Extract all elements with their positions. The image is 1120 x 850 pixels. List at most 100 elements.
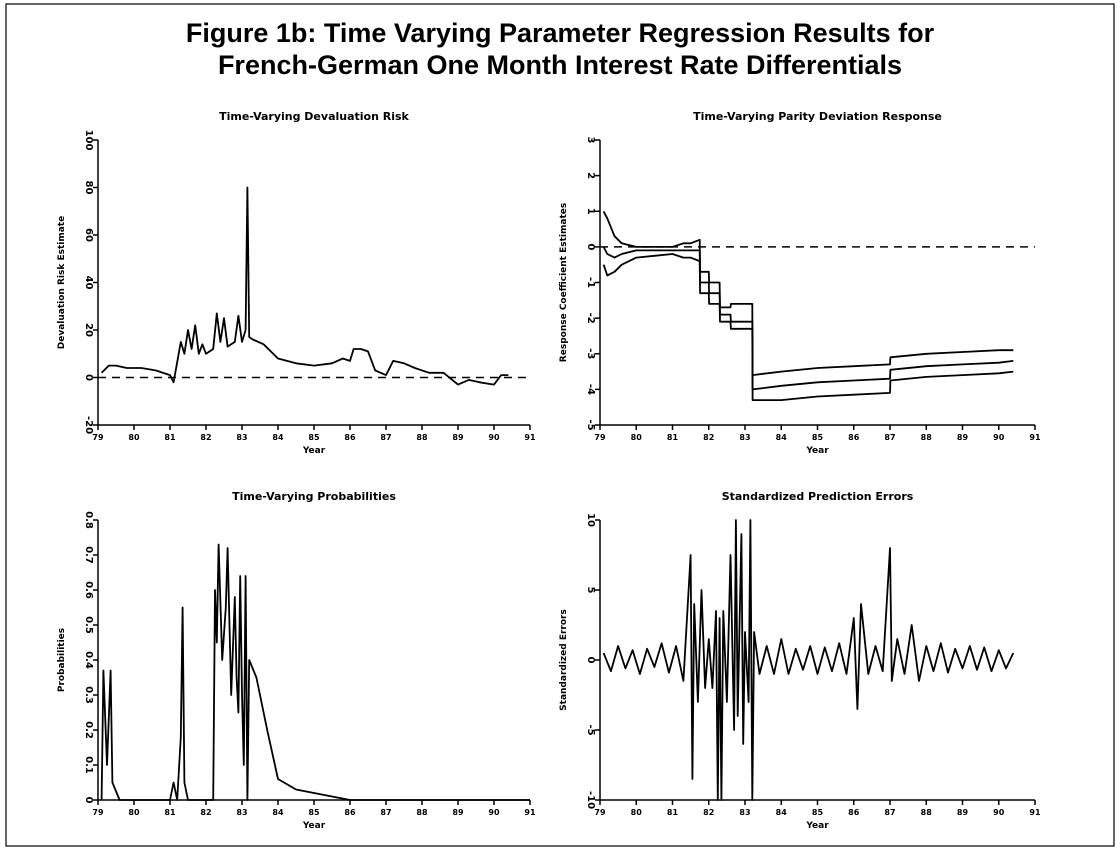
- x-tick-label: 90: [993, 433, 1005, 442]
- x-tick-label: 86: [344, 808, 356, 817]
- y-tick-label: 0: [83, 374, 94, 381]
- x-tick-label: 79: [594, 808, 606, 817]
- x-tick-label: 80: [128, 433, 140, 442]
- y-tick-label: -20: [83, 416, 94, 434]
- x-tick-label: 89: [957, 808, 969, 817]
- x-tick-label: 79: [92, 808, 104, 817]
- x-tick-label: 91: [524, 808, 536, 817]
- y-tick-label: 80: [83, 181, 94, 195]
- x-tick-label: 81: [667, 433, 679, 442]
- x-tick-label: 84: [776, 808, 788, 817]
- x-tick-label: 87: [380, 808, 391, 817]
- data-line: [100, 186, 509, 386]
- x-tick-label: 82: [703, 433, 714, 442]
- x-tick-label: 82: [703, 808, 714, 817]
- y-tick-label: 0.1: [83, 756, 94, 774]
- x-tick-label: 83: [236, 433, 247, 442]
- y-tick-label: 60: [83, 228, 94, 242]
- x-tick-label: 86: [848, 808, 860, 817]
- data-line: [602, 519, 1015, 801]
- x-tick-label: 88: [921, 808, 933, 817]
- y-axis-label: Devaluation Risk Estimate: [57, 216, 67, 349]
- y-tick-label: 40: [83, 276, 94, 290]
- y-tick-label: -2: [585, 313, 596, 324]
- panel-title: Time-Varying Probabilities: [232, 490, 396, 503]
- y-axis-label: Response Coefficient Estimates: [559, 203, 569, 362]
- figure-title: French-German One Month Interest Rate Di…: [218, 50, 902, 80]
- panel-title: Standardized Prediction Errors: [722, 490, 914, 503]
- x-tick-label: 85: [308, 433, 320, 442]
- y-tick-label: 3: [585, 137, 596, 144]
- x-tick-label: 89: [957, 433, 969, 442]
- x-tick-label: 87: [884, 808, 895, 817]
- data-line: [602, 253, 1014, 401]
- y-tick-label: 0: [585, 243, 596, 250]
- x-tick-label: 80: [128, 808, 140, 817]
- x-tick-label: 91: [1029, 808, 1041, 817]
- x-axis-label: Year: [302, 821, 326, 831]
- x-tick-label: 89: [452, 808, 464, 817]
- y-tick-label: -5: [585, 419, 596, 430]
- y-tick-label: 0: [585, 657, 596, 664]
- y-tick-label: 0: [83, 797, 94, 804]
- x-tick-label: 81: [164, 808, 176, 817]
- y-tick-label: -5: [585, 724, 596, 735]
- x-tick-label: 90: [488, 433, 500, 442]
- y-tick-label: 20: [83, 323, 94, 337]
- x-tick-label: 84: [776, 433, 788, 442]
- y-tick-label: 0.4: [83, 651, 94, 669]
- y-tick-label: 10: [585, 513, 596, 527]
- panel-title: Time-Varying Devaluation Risk: [219, 110, 409, 123]
- x-tick-label: 83: [236, 808, 247, 817]
- y-tick-label: 100: [83, 130, 94, 151]
- x-tick-label: 91: [524, 433, 536, 442]
- x-tick-label: 90: [488, 808, 500, 817]
- y-tick-label: 0.2: [83, 721, 94, 739]
- x-tick-label: 85: [812, 808, 824, 817]
- y-tick-label: 0.5: [83, 616, 94, 634]
- y-tick-label: 0.7: [83, 546, 94, 564]
- x-tick-label: 84: [272, 808, 284, 817]
- x-tick-label: 88: [416, 808, 428, 817]
- x-axis-label: Year: [805, 446, 829, 456]
- y-tick-label: -1: [585, 277, 596, 288]
- y-tick-label: -10: [585, 791, 596, 809]
- figure-title: Figure 1b: Time Varying Parameter Regres…: [186, 18, 935, 48]
- x-axis-label: Year: [805, 821, 829, 831]
- x-tick-label: 82: [200, 433, 211, 442]
- x-tick-label: 90: [993, 808, 1005, 817]
- x-tick-label: 80: [631, 433, 643, 442]
- x-tick-label: 88: [416, 433, 428, 442]
- x-tick-label: 80: [631, 808, 643, 817]
- x-axis-label: Year: [302, 446, 326, 456]
- x-tick-label: 85: [308, 808, 320, 817]
- x-tick-label: 87: [380, 433, 391, 442]
- y-axis-label: Probabilities: [57, 628, 67, 692]
- x-tick-label: 88: [921, 433, 933, 442]
- x-tick-label: 91: [1029, 433, 1041, 442]
- y-tick-label: -3: [585, 348, 596, 359]
- x-tick-label: 84: [272, 433, 284, 442]
- y-tick-label: 0.3: [83, 686, 94, 704]
- data-line: [100, 543, 530, 801]
- x-tick-label: 82: [200, 808, 211, 817]
- y-tick-label: 1: [585, 208, 596, 215]
- y-tick-label: -4: [585, 384, 596, 395]
- x-tick-label: 79: [594, 433, 606, 442]
- frame: [5, 3, 1115, 847]
- x-tick-label: 86: [344, 433, 356, 442]
- x-tick-label: 89: [452, 433, 464, 442]
- x-tick-label: 85: [812, 433, 824, 442]
- x-tick-label: 87: [884, 433, 895, 442]
- y-axis-label: Standardized Errors: [559, 609, 569, 711]
- y-tick-label: 2: [585, 172, 596, 179]
- x-tick-label: 83: [739, 433, 750, 442]
- x-tick-label: 81: [667, 808, 679, 817]
- x-tick-label: 83: [739, 808, 750, 817]
- x-tick-label: 79: [92, 433, 104, 442]
- y-tick-label: 0.6: [83, 581, 94, 599]
- y-tick-label: 5: [585, 587, 596, 594]
- data-line: [602, 210, 1014, 376]
